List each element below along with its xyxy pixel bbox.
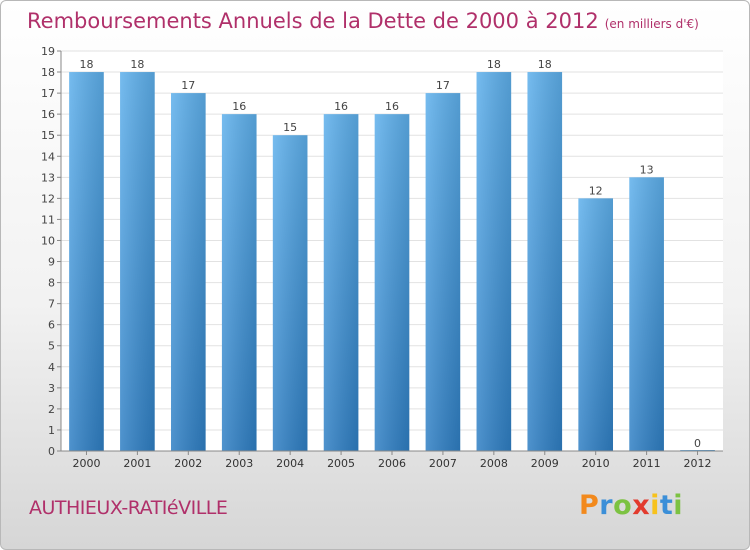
data-label: 18 (130, 58, 144, 71)
bar-shade (578, 198, 614, 451)
x-tick-label: 2010 (582, 457, 610, 470)
logo-letter: t (659, 490, 674, 521)
data-label: 15 (283, 121, 297, 134)
x-tick-label: 2004 (276, 457, 304, 470)
data-label: 16 (385, 100, 399, 113)
x-tick-label: 2005 (327, 457, 355, 470)
x-tick-label: 2000 (72, 457, 100, 470)
logo-letter: x (632, 490, 651, 521)
y-tick-label: 9 (48, 256, 55, 269)
y-tick-label: 14 (41, 150, 55, 163)
y-tick-label: 17 (41, 87, 55, 100)
data-label: 16 (334, 100, 348, 113)
bar-shade (221, 114, 257, 451)
logo-letter: i (650, 490, 660, 521)
y-tick-label: 0 (48, 445, 55, 458)
bar-shade (323, 114, 359, 451)
data-label: 16 (232, 100, 246, 113)
x-tick-label: 2007 (429, 457, 457, 470)
y-tick-label: 1 (48, 424, 55, 437)
data-label: 18 (538, 58, 552, 71)
x-tick-label: 2011 (633, 457, 661, 470)
y-tick-label: 10 (41, 234, 55, 247)
y-tick-label: 16 (41, 108, 55, 121)
bar-shade (629, 177, 664, 451)
y-tick-label: 6 (48, 319, 55, 332)
chart-title-text: Remboursements Annuels de la Dette de 20… (27, 9, 599, 33)
y-tick-label: 2 (48, 403, 55, 416)
x-tick-label: 2012 (684, 457, 712, 470)
data-label: 13 (640, 163, 654, 176)
x-tick-label: 2003 (225, 457, 253, 470)
logo-letter: i (673, 490, 684, 521)
bar-shade (170, 93, 206, 452)
data-label: 18 (79, 58, 93, 71)
logo-letter: P (579, 490, 600, 521)
y-tick-label: 3 (48, 382, 55, 395)
y-tick-label: 8 (48, 277, 55, 290)
bar-shade (69, 72, 104, 451)
bar-shade (425, 93, 461, 452)
y-tick-label: 18 (41, 66, 55, 79)
y-tick-label: 12 (41, 192, 55, 205)
x-tick-label: 2008 (480, 457, 508, 470)
x-tick-label: 2002 (174, 457, 202, 470)
x-tick-label: 2006 (378, 457, 406, 470)
y-tick-label: 13 (41, 171, 55, 184)
logo-letter: r (599, 490, 614, 521)
data-label: 17 (181, 79, 195, 92)
y-tick-label: 19 (41, 45, 55, 58)
x-tick-label: 2009 (531, 457, 559, 470)
y-tick-label: 7 (48, 298, 55, 311)
y-tick-label: 11 (41, 213, 55, 226)
chart-title-unit: (en milliers d'€) (604, 17, 699, 31)
bars-layer: 18 18 17 16 15 16 16 17 18 18 12 13 0 (69, 58, 715, 452)
x-tick-label: 2001 (123, 457, 151, 470)
commune-name: AUTHIEUX-RATIéVILLE (29, 497, 228, 519)
bar-shade (120, 72, 155, 451)
y-tick-label: 4 (48, 361, 55, 374)
logo-letter: o (613, 490, 633, 521)
proxiti-logo: Proxiti (579, 490, 683, 521)
bar-shade (527, 72, 563, 451)
bar-shade (272, 135, 308, 452)
data-label: 12 (589, 184, 603, 197)
y-tick-label: 15 (41, 129, 55, 142)
data-label: 0 (694, 437, 701, 450)
bar-shade (476, 72, 512, 451)
y-tick-label: 5 (48, 340, 55, 353)
bar-shade (374, 114, 410, 451)
data-label: 17 (436, 79, 450, 92)
data-label: 18 (487, 58, 501, 71)
chart-title: Remboursements Annuels de la Dette de 20… (27, 9, 699, 33)
